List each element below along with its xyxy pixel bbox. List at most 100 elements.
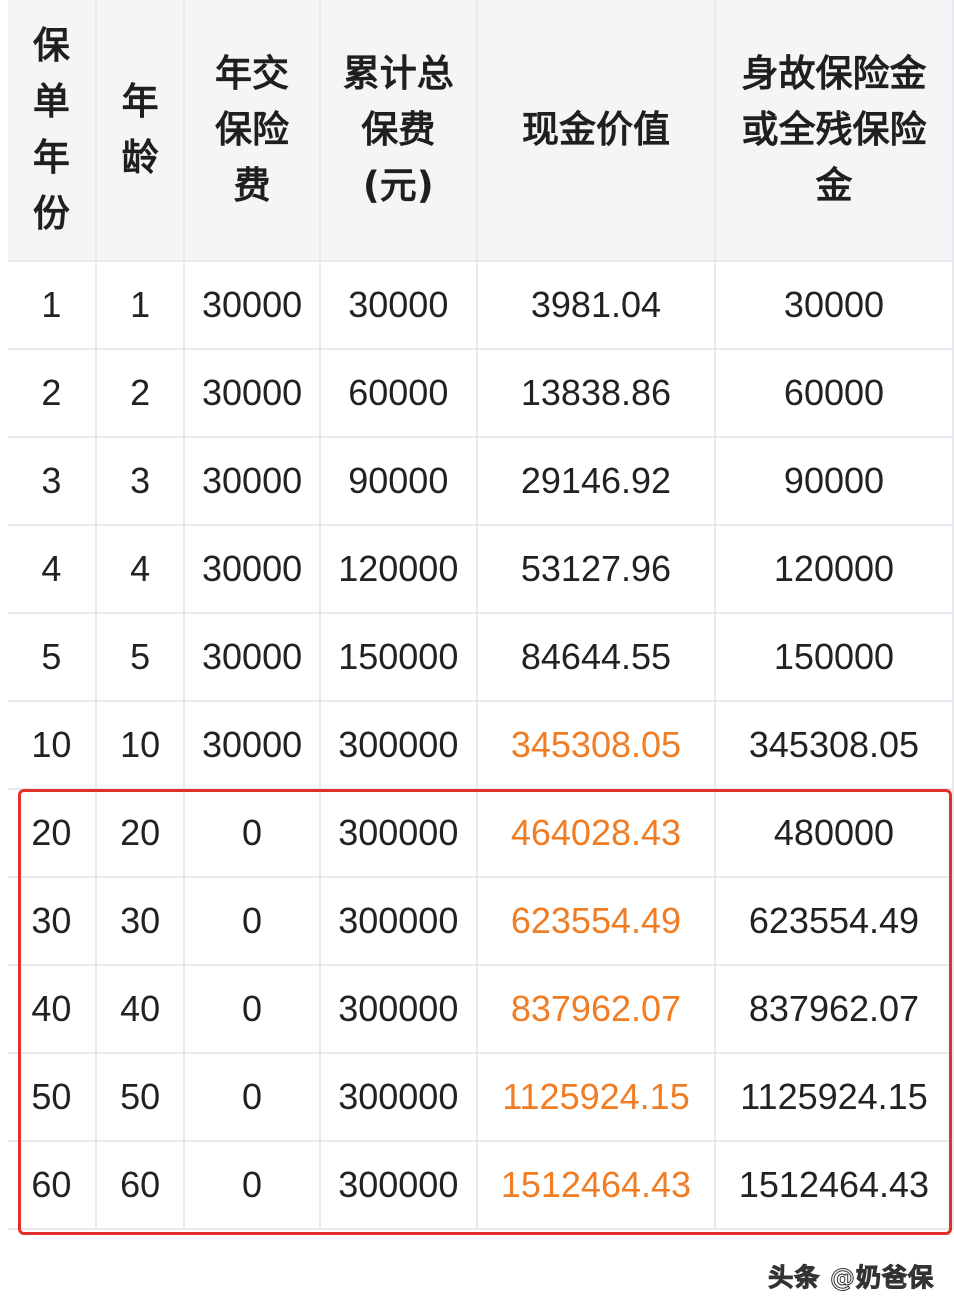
death-benefit-cell: 90000	[714, 437, 954, 526]
header-line: 身故保险金	[741, 52, 927, 95]
age-cell: 3	[95, 437, 186, 526]
cumulative-premium-cell: 90000	[319, 437, 478, 526]
header-line: 或全残保险	[741, 108, 927, 151]
table-row: 10 10 30000 300000 345308.05 345308.05	[8, 701, 954, 790]
policy-year-cell: 3	[8, 437, 97, 526]
annual-premium-cell: 30000	[184, 349, 321, 438]
policy-year-cell: 60	[8, 1141, 97, 1230]
cash-value-cell: 1512464.43	[476, 1141, 716, 1230]
policy-year-cell: 50	[8, 1053, 97, 1142]
policy-year-cell: 20	[8, 789, 97, 878]
death-benefit-cell: 150000	[714, 613, 954, 702]
cumulative-premium-cell: 300000	[319, 1053, 478, 1142]
header-line: 单	[32, 80, 70, 123]
cumulative-premium-cell: 60000	[319, 349, 478, 438]
table-row: 1 1 30000 30000 3981.04 30000	[8, 261, 954, 350]
header-line: 份	[32, 192, 70, 235]
age-cell: 10	[95, 701, 186, 790]
header-line: 保	[32, 24, 70, 67]
death-benefit-cell: 120000	[714, 525, 954, 614]
death-benefit-cell: 345308.05	[714, 701, 954, 790]
header-line: 现金价值	[521, 108, 670, 151]
cash-value-cell: 1125924.15	[476, 1053, 716, 1142]
death-benefit-cell: 60000	[714, 349, 954, 438]
table-row: 30 30 0 300000 623554.49 623554.49	[8, 877, 954, 966]
table-row: 40 40 0 300000 837962.07 837962.07	[8, 965, 954, 1054]
header-line: 保费	[361, 108, 436, 151]
table-row: 4 4 30000 120000 53127.96 120000	[8, 525, 954, 614]
table-row: 20 20 0 300000 464028.43 480000	[8, 789, 954, 878]
table-row: 2 2 30000 60000 13838.86 60000	[8, 349, 954, 438]
insurance-benefit-table: 保单年份年龄年交 保险费累计总 保费 (元) 现金价值 身故保险金 或全残保险金 1 1 300…	[8, 0, 954, 1230]
annual-premium-cell: 0	[184, 965, 321, 1054]
header-line: 年交	[215, 52, 290, 95]
age-cell: 40	[95, 965, 186, 1054]
age-cell: 5	[95, 613, 186, 702]
annual-premium-cell: 30000	[184, 261, 321, 350]
policy-year-cell: 4	[8, 525, 97, 614]
annual-premium-cell: 0	[184, 1053, 321, 1142]
header-line: 金	[815, 164, 853, 207]
cumulative-premium-cell: 300000	[319, 701, 478, 790]
policy-year-cell: 40	[8, 965, 97, 1054]
age-cell: 30	[95, 877, 186, 966]
cumulative-premium-cell: 300000	[319, 877, 478, 966]
table-row: 50 50 0 300000 1125924.15 1125924.15	[8, 1053, 954, 1142]
age-cell: 4	[95, 525, 186, 614]
death-benefit-cell: 837962.07	[714, 965, 954, 1054]
cash-value-cell: 3981.04	[476, 261, 716, 350]
policy-year-cell: 1	[8, 261, 97, 350]
age-cell: 1	[95, 261, 186, 350]
cash-value-cell: 837962.07	[476, 965, 716, 1054]
cash-value-cell: 13838.86	[476, 349, 716, 438]
annual-premium-cell: 30000	[184, 701, 321, 790]
header-line: (元)	[362, 164, 434, 207]
annual-premium-cell: 30000	[184, 613, 321, 702]
death-benefit-cell: 1512464.43	[714, 1141, 954, 1230]
death-benefit-cell: 480000	[714, 789, 954, 878]
header-line: 年	[32, 136, 70, 179]
cash-value-cell: 29146.92	[476, 437, 716, 526]
annual-premium-cell: 0	[184, 1141, 321, 1230]
cumulative-premium-cell: 300000	[319, 789, 478, 878]
header-death-benefit: 身故保险金或全残保险金	[714, 0, 954, 262]
death-benefit-cell: 30000	[714, 261, 954, 350]
death-benefit-cell: 1125924.15	[714, 1053, 954, 1142]
policy-year-cell: 30	[8, 877, 97, 966]
header-annual-premium: 年交 保险费	[184, 0, 321, 262]
age-cell: 50	[95, 1053, 186, 1142]
annual-premium-cell: 0	[184, 877, 321, 966]
age-cell: 2	[95, 349, 186, 438]
table-row: 5 5 30000 150000 84644.55 150000	[8, 613, 954, 702]
annual-premium-cell: 0	[184, 789, 321, 878]
cash-value-cell: 623554.49	[476, 877, 716, 966]
header-line: 龄	[121, 136, 159, 179]
annual-premium-cell: 30000	[184, 437, 321, 526]
cumulative-premium-cell: 300000	[319, 965, 478, 1054]
policy-year-cell: 10	[8, 701, 97, 790]
cash-value-cell: 345308.05	[476, 701, 716, 790]
cash-value-cell: 464028.43	[476, 789, 716, 878]
death-benefit-cell: 623554.49	[714, 877, 954, 966]
cumulative-premium-cell: 30000	[319, 261, 478, 350]
policy-year-cell: 2	[8, 349, 97, 438]
cumulative-premium-cell: 300000	[319, 1141, 478, 1230]
header-line: 费	[233, 164, 271, 207]
header-cumulative-premium: 累计总保费 (元)	[319, 0, 478, 262]
table-row: 3 3 30000 90000 29146.92 90000	[8, 437, 954, 526]
header-age: 年龄	[95, 0, 186, 262]
header-policy-year: 保单年份	[8, 0, 97, 262]
header-line: 保险	[215, 108, 290, 151]
header-line: 年	[121, 80, 159, 123]
header-line: 累计总	[342, 52, 454, 95]
age-cell: 20	[95, 789, 186, 878]
header-cash-value: 现金价值	[476, 0, 716, 262]
table-row: 60 60 0 300000 1512464.43 1512464.43	[8, 1141, 954, 1230]
cumulative-premium-cell: 120000	[319, 525, 478, 614]
age-cell: 60	[95, 1141, 186, 1230]
watermark: 头条 @奶爸保	[768, 1263, 934, 1293]
policy-year-cell: 5	[8, 613, 97, 702]
cash-value-cell: 53127.96	[476, 525, 716, 614]
cash-value-cell: 84644.55	[476, 613, 716, 702]
cumulative-premium-cell: 150000	[319, 613, 478, 702]
